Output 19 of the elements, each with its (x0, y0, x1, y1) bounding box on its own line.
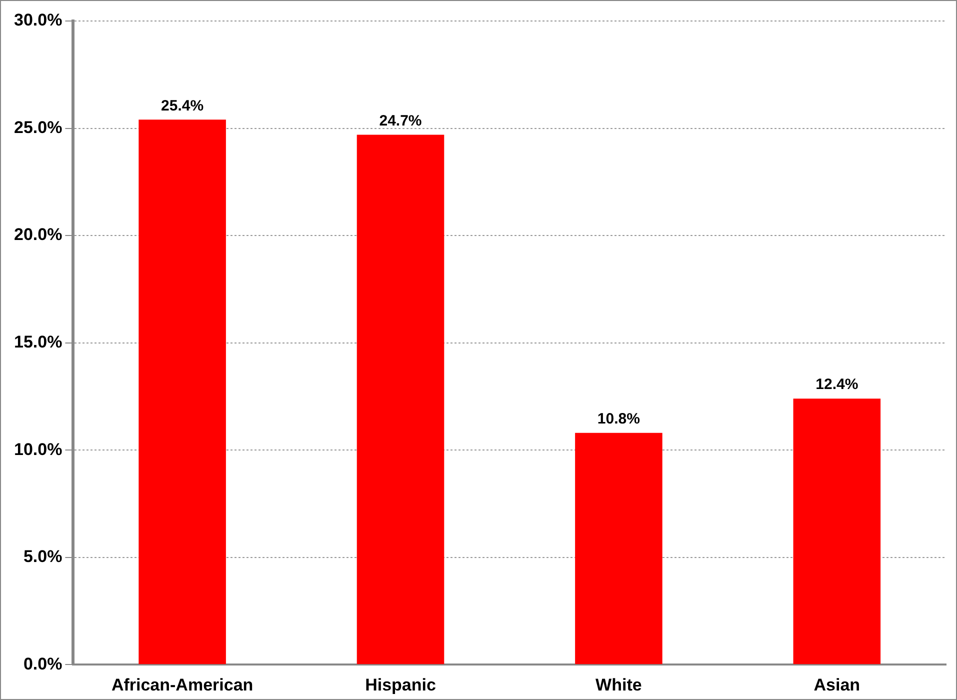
x-tick-label: White (596, 675, 642, 694)
y-tick-label: 5.0% (23, 547, 62, 566)
data-label: 24.7% (379, 112, 422, 130)
bar (575, 432, 662, 664)
y-tick-label: 20.0% (14, 225, 62, 244)
bar (138, 120, 226, 664)
x-tick-label: African-American (111, 675, 254, 694)
bar (356, 134, 444, 664)
y-tick-label: 25.0% (14, 118, 62, 137)
data-label: 25.4% (161, 97, 204, 114)
x-tick-label: Hispanic (365, 675, 436, 694)
data-label: 10.8% (597, 410, 640, 428)
data-label: 12.4% (816, 376, 858, 394)
y-tick-label: 0.0% (23, 654, 62, 674)
x-tick-label: Asian (814, 675, 860, 694)
y-tick-label: 15.0% (14, 332, 62, 352)
y-tick-label: 30.0% (14, 10, 62, 30)
bar (793, 398, 881, 664)
y-tick-label: 10.0% (14, 440, 62, 459)
